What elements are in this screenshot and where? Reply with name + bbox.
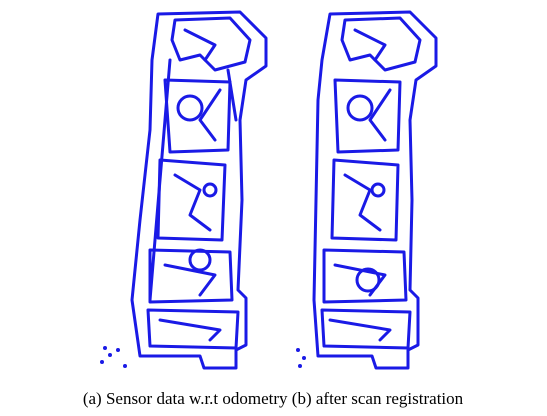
map-feature [348, 96, 372, 120]
map-structure [322, 18, 420, 348]
map-feature [190, 250, 210, 270]
map-feature [372, 184, 384, 196]
figure-caption: (a) Sensor data w.r.t odometry (b) after… [83, 389, 464, 408]
scatter-point [296, 348, 300, 352]
scatter-point [123, 364, 127, 368]
scatter-point [108, 353, 112, 357]
scan-map-b [314, 12, 436, 368]
map-structure [148, 18, 250, 348]
scan-map-a [132, 12, 266, 368]
scatter-point [302, 356, 306, 360]
scatter-point [103, 346, 107, 350]
map-feature [204, 184, 216, 196]
scatter-point [100, 360, 104, 364]
page: (a) Sensor data w.r.t odometry (b) after… [0, 0, 547, 416]
figure: (a) Sensor data w.r.t odometry (b) after… [0, 0, 547, 416]
scatter-points-a [100, 346, 127, 368]
scatter-points-b [296, 348, 306, 368]
map-feature [178, 96, 202, 120]
scatter-point [116, 348, 120, 352]
scatter-point [298, 364, 302, 368]
